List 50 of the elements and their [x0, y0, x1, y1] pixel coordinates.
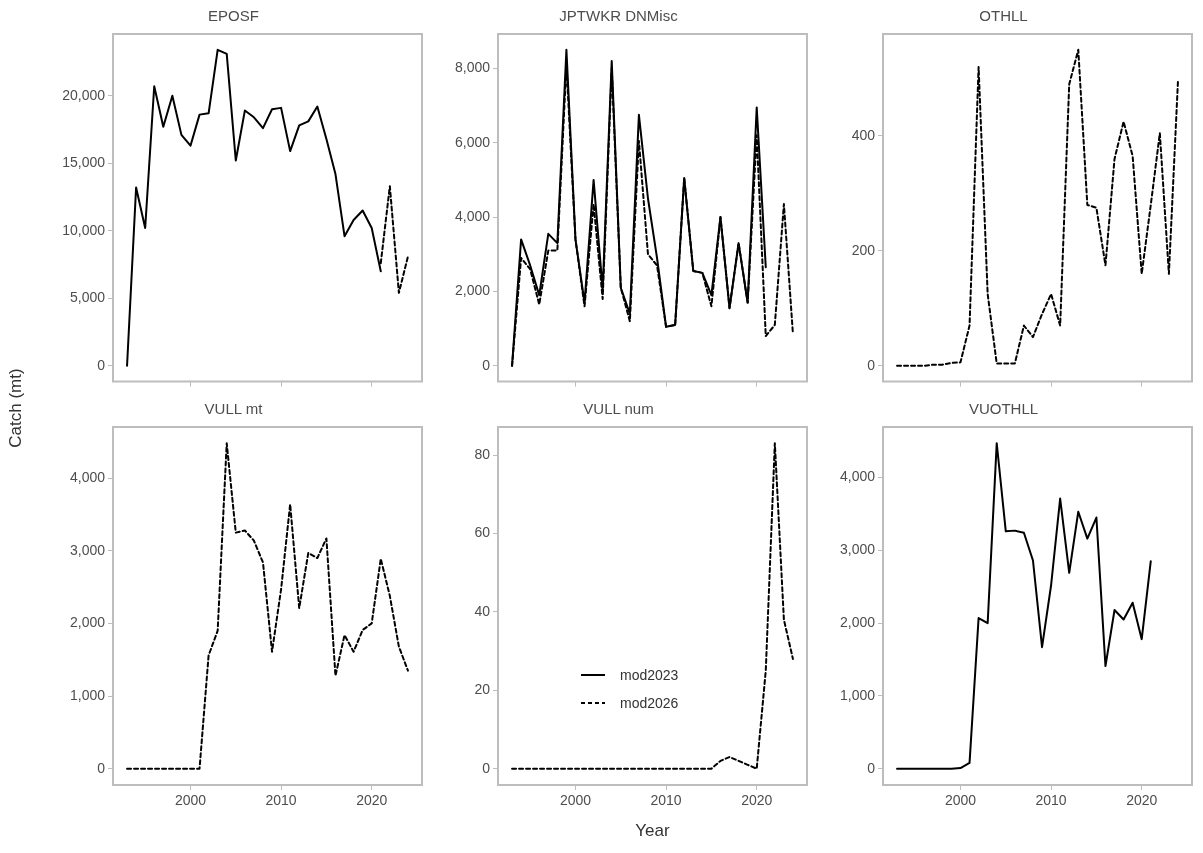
x-tick-label: 2010	[265, 792, 297, 809]
x-tick-label: 2000	[174, 792, 207, 809]
chart-title: OTHLL	[979, 7, 1028, 25]
x-tick-label: 2020	[356, 792, 388, 809]
y-tick-label: 4,000	[454, 207, 491, 224]
x-axis-title: Year	[634, 821, 671, 841]
y-tick-label: 1,000	[69, 686, 106, 703]
chart-title: VULL mt	[204, 400, 264, 418]
y-tick-label: 3,000	[69, 541, 106, 558]
y-tick-label: 4,000	[69, 469, 106, 485]
y-tick-label: 80	[474, 445, 491, 462]
y-tick-label: 40	[474, 602, 491, 619]
y-tick-label: 5,000	[69, 289, 106, 306]
y-tick-label: 2,000	[454, 282, 491, 299]
y-tick-label: 10,000	[62, 221, 106, 238]
x-tick-label: 2000	[944, 792, 977, 809]
y-tick-label: 6,000	[454, 133, 491, 150]
x-tick-label: 2010	[650, 792, 682, 809]
y-tick-label: 0	[482, 356, 491, 373]
y-tick-label: 2,000	[69, 614, 106, 631]
y-tick-label: 200	[851, 241, 876, 258]
y-axis-title: Catch (mt)	[6, 367, 26, 448]
y-tick-label: 0	[867, 356, 876, 373]
chart-title: VUOTHLL	[968, 400, 1039, 418]
line-series	[896, 48, 1179, 367]
y-tick-label: 0	[482, 759, 491, 776]
x-tick-label: 2020	[1126, 792, 1158, 809]
legend-label: mod2026	[620, 695, 679, 711]
y-tick-label: 400	[851, 126, 876, 143]
y-tick-label: 60	[474, 524, 491, 541]
y-tick-label: 3,000	[839, 541, 876, 558]
x-tick-label: 2020	[741, 792, 773, 809]
chart-title: JPTWKR DNMisc	[559, 7, 679, 25]
chart-title: EPOSF	[208, 7, 259, 25]
y-tick-label: 20	[474, 681, 491, 698]
x-tick-label: 2000	[559, 792, 592, 809]
x-tick-label: 2010	[1035, 792, 1067, 809]
chart-title: VULL num	[583, 400, 654, 418]
line-series	[126, 442, 409, 770]
y-tick-label: 20,000	[62, 86, 106, 103]
y-tick-label: 1,000	[839, 686, 876, 703]
y-tick-label: 4,000	[839, 468, 876, 485]
y-tick-label: 2,000	[839, 613, 876, 630]
y-tick-label: 0	[97, 356, 106, 373]
line-series	[511, 442, 794, 770]
y-tick-label: 0	[97, 759, 106, 776]
legend-label: mod2023	[620, 667, 679, 683]
y-tick-label: 15,000	[62, 154, 106, 171]
y-tick-label: 0	[867, 759, 876, 776]
y-tick-label: 8,000	[454, 59, 491, 76]
